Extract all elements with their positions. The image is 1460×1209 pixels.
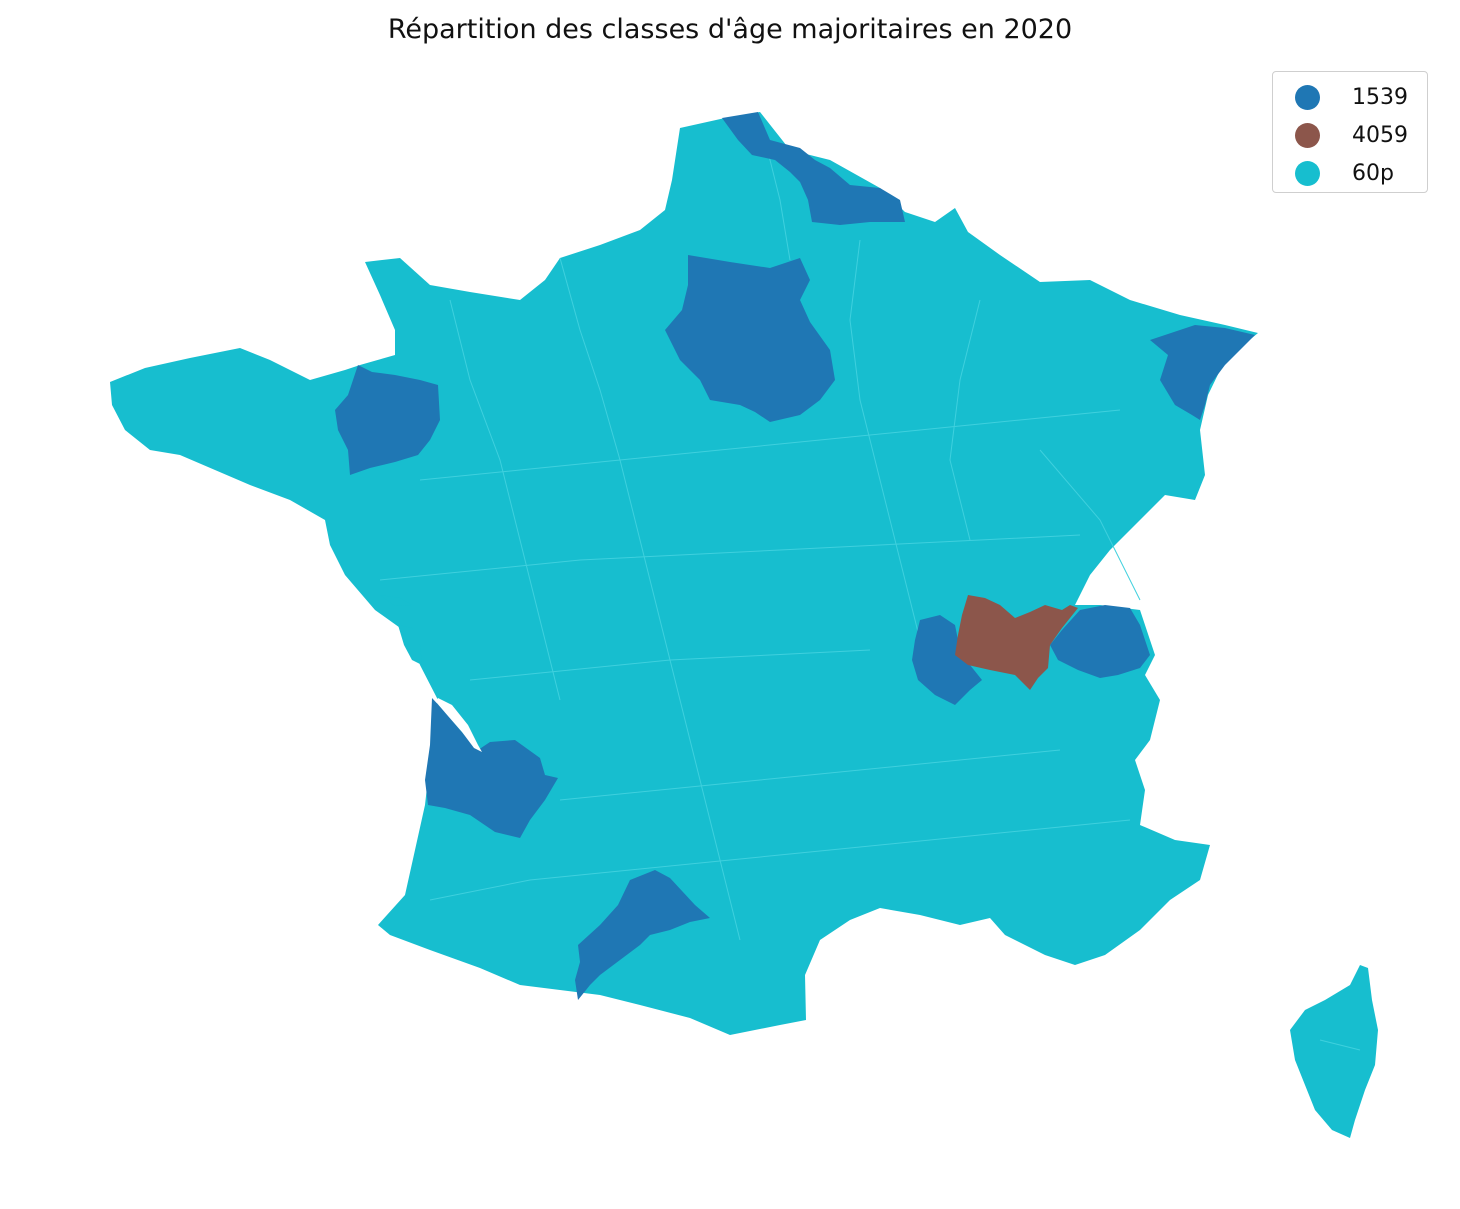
legend-label: 4059 xyxy=(1352,122,1408,148)
region-ille-et-vilaine-1539 xyxy=(335,365,440,475)
gironde-estuary xyxy=(436,698,482,752)
legend-dot-1539 xyxy=(1295,84,1320,110)
region-rhone-1539 xyxy=(912,615,982,705)
region-idf-1539 xyxy=(665,255,835,422)
legend-item: 1539 xyxy=(1273,78,1427,116)
region-corsica-60p xyxy=(1290,965,1378,1138)
regions-1539 xyxy=(335,112,1255,1000)
legend-dot-60p xyxy=(1295,160,1320,186)
region-mainland-60p xyxy=(110,112,1258,1035)
legend-label: 60p xyxy=(1352,160,1394,186)
department-borders xyxy=(379,119,1361,1051)
legend-item: 4059 xyxy=(1273,116,1427,154)
region-gironde-1539 xyxy=(425,698,558,838)
legend-dot-4059 xyxy=(1295,122,1320,148)
island-oleron xyxy=(398,625,422,665)
region-ain-4059 xyxy=(955,595,1078,690)
region-bas-rhin-1539 xyxy=(1150,325,1255,420)
legend: 1539 4059 60p xyxy=(1272,71,1428,193)
region-nord-1539 xyxy=(722,112,905,225)
region-haute-savoie-1539 xyxy=(1050,605,1150,678)
legend-label: 1539 xyxy=(1352,84,1408,110)
region-haute-garonne-1539 xyxy=(575,870,710,1000)
legend-item: 60p xyxy=(1273,154,1427,192)
map-title: Répartition des classes d'âge majoritair… xyxy=(387,14,1073,45)
island-re xyxy=(380,595,412,606)
